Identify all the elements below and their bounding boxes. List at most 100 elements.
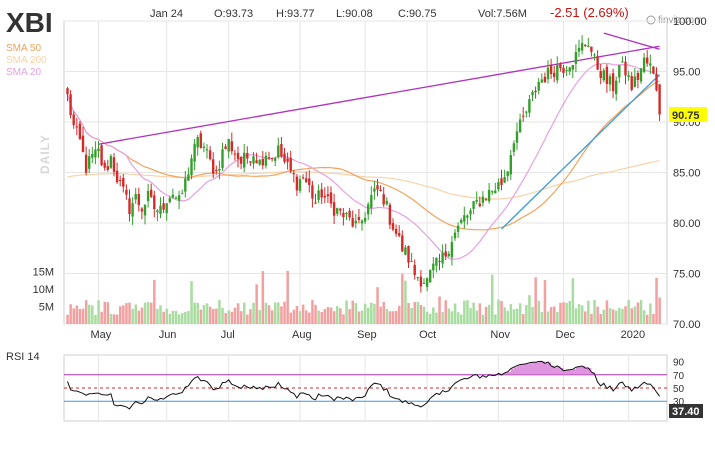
volume-bar [137,310,141,324]
candle-body [140,208,144,212]
candle-body [215,169,218,172]
candle-body [605,66,609,84]
price-tick-label: 80.00 [673,218,701,230]
volume-bar [196,302,199,324]
volume-bar [419,304,423,324]
high-value: H:93.77 [276,8,315,20]
volume-bar [329,307,333,324]
candle-body [450,242,454,258]
candlesticks [66,35,661,293]
low-value: L:90.08 [336,8,373,20]
sma20-line [66,62,660,260]
candle-body [491,191,494,193]
rsi-overbought-fill [476,361,598,375]
volume-bar [373,303,376,324]
candle-body [469,210,472,215]
volume-bar [432,307,435,324]
volume-bar [618,307,621,324]
candle-body [81,135,85,153]
candle-body [394,228,398,234]
volume-bar [332,311,336,324]
candle-body [593,54,596,56]
volume-bar [460,314,463,324]
volume-bar [66,314,69,324]
volume-bar [584,311,587,324]
volume-bar [336,306,339,324]
volume-bar [289,312,292,324]
volume-bar [264,302,268,324]
volume-bar [593,300,596,324]
candle-body [112,157,116,172]
volume-bar [255,284,258,324]
volume-bar [404,280,407,324]
candle-body [314,202,317,204]
candle-body [97,148,100,152]
candle-body [379,189,382,192]
volume-bar [106,302,110,324]
candle-body [305,178,308,183]
candle-body [478,203,481,207]
candle-body [587,45,590,48]
legend-sma200: SMA 200 [6,55,47,66]
candle-body [125,189,128,195]
rsi-last-label: 37.40 [672,406,700,418]
candle-body [212,159,215,174]
rsi-last-box [669,404,703,418]
candle-body [401,235,404,252]
volume-bar [249,309,252,324]
candle-body [590,46,593,52]
candle-body [224,146,227,149]
volume-bar [212,308,215,324]
volume-bar [497,299,500,324]
volume-bar [298,311,302,324]
volume-bar [363,303,367,324]
candle-body [373,188,376,192]
candle-body [221,149,224,169]
volume-bar [587,300,590,324]
candle-body [88,156,91,169]
volume-bar [391,311,395,324]
rsi-tick-label: 70 [673,371,685,382]
candle-body [549,64,553,75]
volume-bar [599,314,602,324]
candle-body [630,76,633,90]
volume-bar [246,314,249,324]
moving-averages [66,62,660,260]
volume-bar [444,300,447,324]
candle-body [153,195,156,210]
candle-body [233,153,237,155]
volume-bar [357,311,361,324]
candle-body [463,215,466,222]
candle-body [143,204,147,216]
volume-bar [227,310,230,324]
candle-body [171,194,175,198]
volume-bar [109,313,113,324]
volume-bar [239,311,243,324]
finviz-watermark: finviz.com [646,15,702,26]
volume-bar [84,300,88,324]
volume-bar [314,304,317,324]
candle-body [398,233,401,236]
volume-tick-label: 5M [39,302,54,314]
candle-body [308,178,311,186]
trendline-declining-top [603,32,660,50]
ticker-symbol: XBI [6,7,53,38]
candle-body [246,153,249,159]
volume-bar [88,304,91,324]
volume-bar [112,314,116,324]
candle-body [134,194,137,200]
candle-body [78,123,82,140]
candle-body [441,252,444,264]
candle-body [103,162,106,168]
volume-bar [168,313,172,324]
candle-body [91,154,94,158]
volume-bar [345,300,348,324]
candle-body [543,76,547,83]
candle-body [370,194,373,209]
volume-bar [518,303,522,324]
candle-body [239,157,243,164]
volume-bar [639,300,643,324]
change-value: -2.51 (2.69%) [550,5,629,20]
candle-body [472,201,475,209]
last-price-label: 90.75 [672,110,700,122]
